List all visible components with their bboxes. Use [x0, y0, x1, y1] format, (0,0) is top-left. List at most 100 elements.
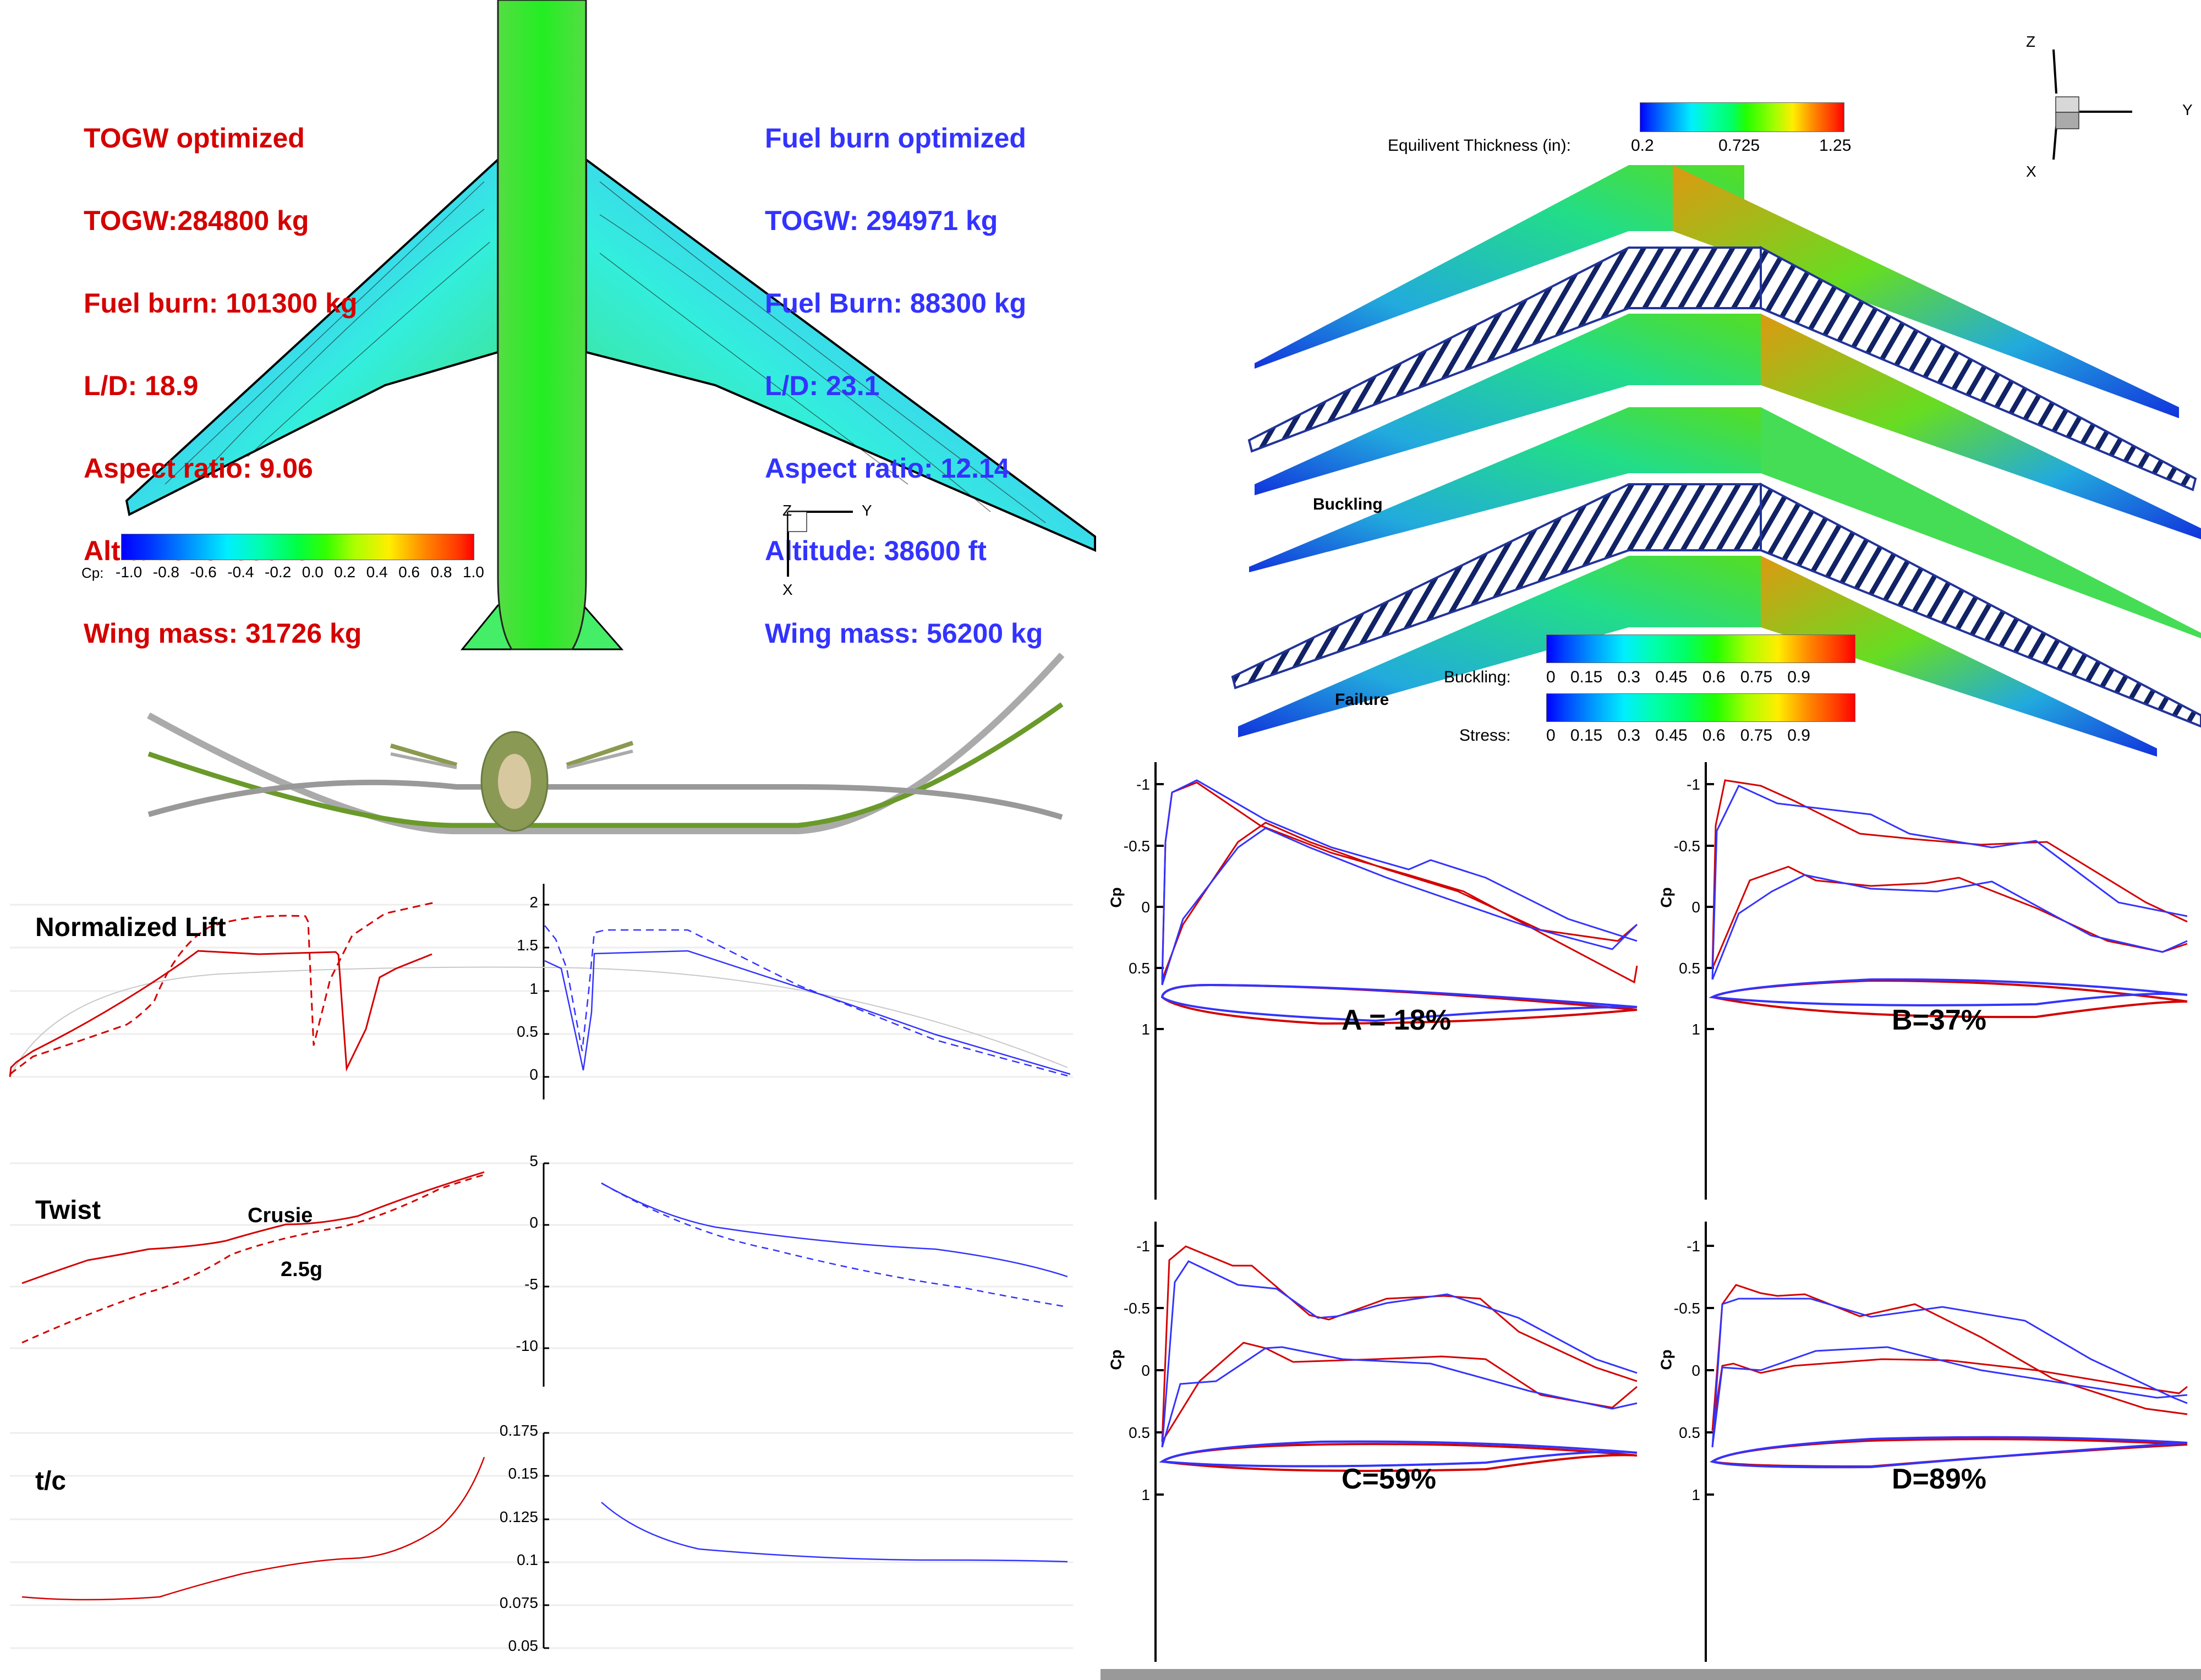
- thickness-to-chord-chart: t/c 0.175 0.15 0.125 0.1 0.075 0.05: [0, 1409, 1078, 1678]
- thickness-colorbar: [1640, 102, 1844, 132]
- section-c-label: C=59%: [1342, 1463, 1436, 1495]
- thickness-tick: 1.25: [1819, 136, 1852, 155]
- wingbox-structure-view: Equilivent Thickness (in): 0.2 0.725 1.2…: [1231, 0, 2201, 759]
- lift-ytick: 0: [529, 1066, 538, 1083]
- cp-planform-view: TOGW optimized TOGW:284800 kg Fuel burn:…: [0, 0, 1100, 650]
- stress-tick: 0: [1546, 726, 1556, 745]
- stress-colorbar: [1546, 693, 1855, 722]
- togw-stat-line: Aspect ratio: 9.06: [84, 453, 313, 484]
- axis-z-label: Z: [782, 502, 792, 519]
- thickness-tick: 0.2: [1631, 136, 1654, 155]
- bottom-bar: [1100, 1669, 2201, 1680]
- fuel-stat-line: Wing mass: 56200 kg: [765, 618, 1043, 649]
- buckling-colorbar: [1546, 634, 1855, 663]
- cp-ytick: -1: [1687, 1238, 1700, 1255]
- planform-wing-graphic: [125, 0, 1096, 650]
- buckling-tick: 0.3: [1617, 668, 1641, 686]
- cp-tick: -1.0: [116, 563, 143, 581]
- togw-stat-line: Fuel burn: 101300 kg: [84, 288, 358, 319]
- fuel-panel-title: Fuel burn optimized: [765, 123, 1026, 154]
- fuel-stat-line: Altitude: 38600 ft: [765, 535, 987, 566]
- normalized-lift-title: Normalized Lift: [35, 913, 226, 942]
- stress-colorbar-ticks: 0 0.15 0.3 0.45 0.6 0.75 0.9: [1546, 726, 1810, 745]
- cp-ytick: -1: [1136, 1238, 1150, 1255]
- fuel-stat-line: Aspect ratio: 12.14: [765, 453, 1010, 484]
- stress-tick: 0.9: [1787, 726, 1810, 745]
- cp-ytick: 0: [1691, 1362, 1700, 1379]
- cp-colorbar-ticks: -1.0 -0.8 -0.6 -0.4 -0.2 0.0 0.2 0.4 0.6…: [116, 563, 484, 581]
- cp-ytick: -0.5: [1673, 838, 1700, 855]
- cp-tick: 0.6: [398, 563, 420, 581]
- togw-panel-title: TOGW optimized: [84, 123, 305, 154]
- lift-ytick: 1.5: [517, 937, 538, 954]
- stress-tick: 0.3: [1617, 726, 1641, 745]
- cp-tick: -0.8: [152, 563, 179, 581]
- front-view-deflection-graphic: [147, 652, 1065, 834]
- buckling-tick: 0.9: [1787, 668, 1810, 686]
- cp-tick: 0.8: [430, 563, 452, 581]
- buckling-tick: 0.75: [1740, 668, 1773, 686]
- cp-ytick: 1: [1691, 1486, 1700, 1503]
- cp-section-a-plot: [1154, 762, 1638, 1200]
- cruise-annotation: Crusie: [248, 1204, 313, 1227]
- stress-colorbar-label: Stress:: [1459, 726, 1511, 745]
- cp-ytick: 0.5: [1679, 1424, 1700, 1441]
- tc-ytick: 0.1: [517, 1551, 538, 1568]
- twist-ytick: -10: [516, 1337, 538, 1354]
- cp-tick: -0.2: [265, 563, 292, 581]
- cp-ytick: 1: [1141, 1021, 1150, 1038]
- fuel-burn-optimized-stats: Fuel burn optimized TOGW: 294971 kg Fuel…: [765, 69, 1043, 702]
- cp-ytick: -0.5: [1123, 1300, 1150, 1317]
- tc-ytick: 0.175: [499, 1422, 538, 1439]
- buckling-label: Buckling: [1313, 495, 1383, 513]
- togw-optimized-stats: TOGW optimized TOGW:284800 kg Fuel burn:…: [84, 69, 362, 702]
- cp-ytick: -1: [1687, 776, 1700, 793]
- normalized-lift-plot: [9, 884, 1073, 1099]
- buckling-tick: 0.15: [1570, 668, 1603, 686]
- lift-ytick: 1: [529, 980, 538, 997]
- axis-x-label: X: [2026, 163, 2036, 180]
- cp-section-c-plot: [1154, 1222, 1638, 1662]
- tc-ytick: 0.05: [508, 1637, 539, 1654]
- cp-section-b: B=37% Cp -1 -0.5 0 0.5 1: [1651, 759, 2201, 1211]
- tc-title: t/c: [35, 1466, 67, 1496]
- section-a-label: A = 18%: [1342, 1004, 1451, 1036]
- failure-label: Failure: [1335, 691, 1389, 709]
- cp-colorbar: [121, 534, 474, 560]
- tc-plot: [10, 1432, 1073, 1649]
- fuel-stat-line: TOGW: 294971 kg: [765, 205, 998, 236]
- 2-5g-annotation: 2.5g: [281, 1258, 323, 1281]
- cp-tick: 0.2: [334, 563, 356, 581]
- axes-triad-3d-icon: [2052, 49, 2132, 160]
- twist-chart: Twist Crusie 2.5g 5 0 -5 -10: [0, 1145, 1078, 1387]
- buckling-tick: 0: [1546, 668, 1556, 686]
- cp-tick: -0.4: [227, 563, 254, 581]
- section-b-label: B=37%: [1892, 1004, 1986, 1036]
- twist-ytick: -5: [524, 1276, 538, 1293]
- axes-triad-icon: [787, 511, 853, 577]
- section-d-label: D=89%: [1892, 1463, 1986, 1495]
- axis-z-label: Z: [2026, 33, 2036, 50]
- fuel-stat-line: L/D: 23.1: [765, 370, 880, 401]
- tc-ytick: 0.125: [499, 1508, 538, 1525]
- cp-ytick: 0.5: [1129, 960, 1150, 977]
- axis-x-label: X: [782, 581, 793, 598]
- twist-title: Twist: [35, 1196, 101, 1225]
- stress-tick: 0.6: [1702, 726, 1726, 745]
- axis-y-label: Y: [2182, 101, 2193, 118]
- buckling-tick: 0.45: [1655, 668, 1688, 686]
- togw-stat-line: TOGW:284800 kg: [84, 205, 309, 236]
- twist-ytick: 5: [529, 1152, 538, 1169]
- thickness-colorbar-label: Equilivent Thickness (in):: [1388, 136, 1571, 155]
- cp-section-a: A = 18% Cp -1 -0.5 0 0.5 1: [1100, 759, 1651, 1211]
- thickness-tick: 0.725: [1718, 136, 1760, 155]
- lift-ytick: 2: [529, 894, 538, 911]
- togw-stat-line: L/D: 18.9: [84, 370, 199, 401]
- twist-ytick: 0: [529, 1214, 538, 1231]
- stress-tick: 0.15: [1570, 726, 1603, 745]
- cp-section-c: C=59% Cp -1 -0.5 0 0.5 1: [1100, 1222, 1651, 1667]
- wing-structure-graphic: [1231, 165, 2201, 757]
- cp-ytick: 0.5: [1129, 1424, 1150, 1441]
- cp-section-d: D=89% Cp -1 -0.5 0 0.5 1: [1651, 1222, 2201, 1667]
- cp-ytick: -0.5: [1673, 1300, 1700, 1317]
